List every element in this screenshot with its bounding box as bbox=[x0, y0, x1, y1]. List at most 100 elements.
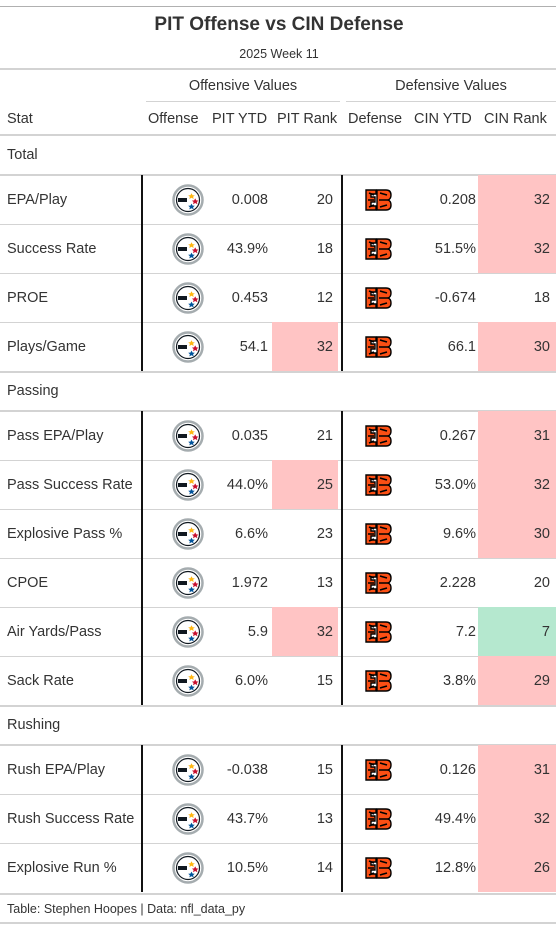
steelers-logo-icon bbox=[172, 615, 204, 648]
offense-team-logo bbox=[143, 411, 233, 460]
defense-ytd-value: 0.208 bbox=[439, 191, 476, 208]
offense-rank-value: 20 bbox=[316, 191, 333, 208]
col-header-def-rank: CIN Rank bbox=[484, 111, 547, 127]
defense-rank-value: 31 bbox=[478, 745, 556, 794]
offense-ytd-value: 1.972 bbox=[231, 574, 268, 591]
defense-rank-value: 31 bbox=[478, 411, 556, 460]
steelers-logo-icon bbox=[172, 753, 204, 786]
offense-ytd-value: 43.9% bbox=[226, 240, 268, 257]
header-top-rule bbox=[0, 68, 556, 70]
defense-team-logo bbox=[343, 509, 413, 558]
defense-rank-value: 7 bbox=[478, 607, 556, 656]
defense-team-logo bbox=[343, 558, 413, 607]
bengals-logo-icon bbox=[365, 856, 392, 879]
stat-label: Sack Rate bbox=[7, 672, 74, 689]
offense-ytd-value: 6.0% bbox=[234, 672, 268, 689]
bengals-logo-icon bbox=[365, 522, 392, 545]
stat-label: Rush Success Rate bbox=[7, 810, 135, 827]
group-rule bbox=[0, 174, 556, 176]
defense-team-logo bbox=[343, 794, 413, 843]
defense-ytd-value: 12.8% bbox=[434, 859, 476, 876]
defense-team-logo bbox=[343, 175, 413, 224]
bengals-logo-icon bbox=[365, 758, 392, 781]
col-header-off-ytd: PIT YTD bbox=[212, 111, 268, 127]
row-rule bbox=[0, 794, 556, 795]
bengals-logo-icon bbox=[365, 620, 392, 643]
defense-column-divider bbox=[341, 745, 343, 892]
defense-rank-value: 18 bbox=[533, 289, 550, 306]
defense-team-logo bbox=[343, 411, 413, 460]
offense-rank-value: 21 bbox=[316, 427, 333, 444]
offense-team-logo bbox=[143, 175, 233, 224]
header-bottom-rule bbox=[0, 134, 556, 136]
group-heading: Passing bbox=[7, 383, 59, 399]
defense-ytd-value: 0.126 bbox=[439, 761, 476, 778]
steelers-logo-icon bbox=[172, 664, 204, 697]
offense-rank-value: 15 bbox=[316, 672, 333, 689]
bengals-logo-icon bbox=[365, 473, 392, 496]
offense-ytd-value: 5.9 bbox=[247, 623, 268, 640]
row-rule bbox=[0, 273, 556, 274]
top-rule bbox=[0, 6, 556, 7]
defense-rank-value: 30 bbox=[478, 322, 556, 371]
defense-ytd-value: 0.267 bbox=[439, 427, 476, 444]
offense-ytd-value: -0.038 bbox=[226, 761, 268, 778]
offense-rank-value: 23 bbox=[316, 525, 333, 542]
offense-rank-value: 13 bbox=[316, 810, 333, 827]
defense-team-logo bbox=[343, 273, 413, 322]
offense-rank-value: 12 bbox=[316, 289, 333, 306]
defense-ytd-value: 7.2 bbox=[455, 623, 476, 640]
bengals-logo-icon bbox=[365, 237, 392, 260]
stat-label: Air Yards/Pass bbox=[7, 623, 102, 640]
defense-rank-value: 32 bbox=[478, 794, 556, 843]
offense-ytd-value: 6.6% bbox=[234, 525, 268, 542]
defense-rank-value: 32 bbox=[478, 175, 556, 224]
col-header-offense: Offense bbox=[148, 111, 199, 127]
steelers-logo-icon bbox=[172, 281, 204, 314]
defense-rank-value: 32 bbox=[478, 224, 556, 273]
col-header-defense: Defense bbox=[348, 111, 403, 127]
bengals-logo-icon bbox=[365, 286, 392, 309]
bengals-logo-icon bbox=[365, 335, 392, 358]
spanner-defensive: Defensive Values bbox=[395, 78, 507, 94]
steelers-logo-icon bbox=[172, 183, 204, 216]
stat-label: Explosive Pass % bbox=[7, 525, 123, 542]
defense-ytd-value: 9.6% bbox=[442, 525, 476, 542]
defense-rank-value: 20 bbox=[533, 574, 550, 591]
offense-ytd-value: 0.035 bbox=[231, 427, 268, 444]
col-header-stat: Stat bbox=[7, 111, 33, 127]
group-heading: Total bbox=[7, 147, 38, 163]
group-end-rule bbox=[0, 705, 556, 707]
col-header-off-rank: PIT Rank bbox=[277, 111, 338, 127]
offense-team-logo bbox=[143, 843, 233, 892]
defense-team-logo bbox=[343, 843, 413, 892]
bengals-logo-icon bbox=[365, 188, 392, 211]
defense-rank-value: 29 bbox=[478, 656, 556, 705]
stat-label: Rush EPA/Play bbox=[7, 761, 106, 778]
defense-team-logo bbox=[343, 607, 413, 656]
row-rule bbox=[0, 509, 556, 510]
bengals-logo-icon bbox=[365, 424, 392, 447]
defense-rank-value: 32 bbox=[478, 460, 556, 509]
offense-rank-value: 32 bbox=[272, 607, 338, 656]
offense-team-logo bbox=[143, 558, 233, 607]
defense-ytd-value: 3.8% bbox=[442, 672, 476, 689]
offense-team-logo bbox=[143, 509, 233, 558]
offense-team-logo bbox=[143, 273, 233, 322]
defense-ytd-value: 2.228 bbox=[439, 574, 476, 591]
offense-column-divider bbox=[141, 411, 143, 705]
spanner-offensive-rule bbox=[146, 101, 340, 102]
offense-column-divider bbox=[141, 175, 143, 371]
offense-team-logo bbox=[143, 607, 233, 656]
stat-label: CPOE bbox=[7, 574, 49, 591]
offense-ytd-value: 43.7% bbox=[226, 810, 268, 827]
offense-rank-value: 14 bbox=[316, 859, 333, 876]
defense-rank-value: 30 bbox=[478, 509, 556, 558]
steelers-logo-icon bbox=[172, 330, 204, 363]
offense-rank-value: 18 bbox=[316, 240, 333, 257]
defense-team-logo bbox=[343, 656, 413, 705]
offense-team-logo bbox=[143, 745, 233, 794]
offense-team-logo bbox=[143, 224, 233, 273]
spanner-defensive-rule bbox=[346, 101, 556, 102]
